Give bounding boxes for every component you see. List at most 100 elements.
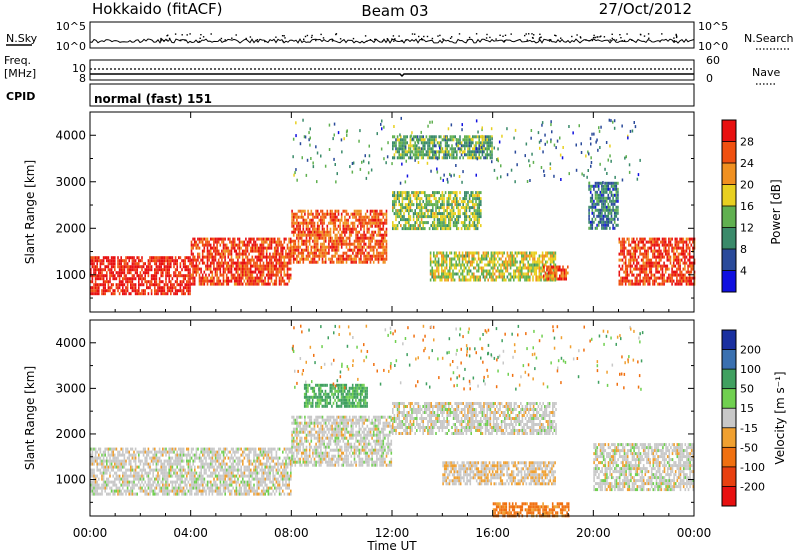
heatmap-cell xyxy=(559,153,562,157)
heatmap-cell xyxy=(554,251,557,255)
heatmap-cell xyxy=(96,474,98,478)
heatmap-cell xyxy=(96,274,98,278)
heatmap-cell xyxy=(102,280,105,284)
heatmap-cell xyxy=(680,237,683,241)
heatmap-cell xyxy=(380,233,383,237)
heatmap-cell xyxy=(300,248,303,252)
heatmap-cell xyxy=(347,224,349,228)
heatmap-cell xyxy=(181,268,183,272)
heatmap-cell xyxy=(471,260,473,264)
heatmap-cell xyxy=(599,208,602,212)
heatmap-cell xyxy=(261,249,263,253)
heatmap-cell xyxy=(120,283,122,287)
heatmap-cell xyxy=(684,267,686,271)
heatmap-cell xyxy=(96,259,98,263)
heatmap-cell xyxy=(473,209,476,213)
heatmap-cell xyxy=(300,239,303,243)
heatmap-cell xyxy=(438,197,440,201)
heatmap-cell xyxy=(419,138,421,142)
power-colorbar-label: Power [dB] xyxy=(769,179,783,244)
heatmap-cell xyxy=(292,254,295,258)
heatmap-cell xyxy=(688,252,691,256)
heatmap-cell xyxy=(436,227,439,231)
heatmap-cell xyxy=(141,283,143,287)
heatmap-cell xyxy=(208,252,210,256)
heatmap-cell xyxy=(551,251,553,255)
heatmap-cell xyxy=(341,150,343,154)
heatmap-cell xyxy=(216,270,218,274)
heatmap-cell xyxy=(445,275,448,279)
heatmap-cell xyxy=(588,217,590,221)
heatmap-cell xyxy=(195,273,198,277)
heatmap-cell xyxy=(93,265,95,269)
heatmap-cell xyxy=(195,246,198,250)
heatmap-cell xyxy=(272,264,274,268)
heatmap-cell xyxy=(376,221,378,225)
heatmap-cell xyxy=(203,249,206,253)
heatmap-cell xyxy=(94,259,97,263)
heatmap-cell xyxy=(594,184,597,188)
heatmap-cell xyxy=(623,261,625,265)
heatmap-cell xyxy=(125,289,127,293)
heatmap-cell xyxy=(480,146,483,149)
heatmap-cell xyxy=(165,265,167,269)
heatmap-cell xyxy=(166,265,169,269)
heatmap-cell xyxy=(182,289,185,293)
heatmap-cell xyxy=(329,227,332,231)
heatmap-cell xyxy=(211,282,214,286)
heatmap-cell xyxy=(488,135,490,139)
heatmap-cell xyxy=(253,249,255,253)
heatmap-cell xyxy=(438,221,440,225)
heatmap-cell xyxy=(529,257,531,261)
heatmap-cell xyxy=(424,206,426,210)
heatmap-cell xyxy=(173,283,175,287)
heatmap-cell xyxy=(447,269,449,273)
heatmap-cell xyxy=(326,209,329,213)
nsearch-point xyxy=(643,35,646,37)
heatmap-cell xyxy=(451,203,453,207)
heatmap-cell xyxy=(449,257,451,261)
heatmap-cell xyxy=(385,251,388,255)
heatmap-cell xyxy=(270,237,273,241)
nsearch-point xyxy=(398,35,400,37)
heatmap-cell xyxy=(505,269,507,273)
heatmap-cell xyxy=(326,251,329,255)
heatmap-cell xyxy=(559,265,561,269)
heatmap-cell xyxy=(519,251,521,255)
heatmap-cell xyxy=(516,163,518,167)
heatmap-cell xyxy=(563,271,566,275)
heatmap-cell xyxy=(154,262,156,266)
heatmap-cell xyxy=(324,245,327,249)
heatmap-cell xyxy=(668,258,670,262)
heatmap-cell xyxy=(642,270,645,274)
heatmap-cell xyxy=(435,197,437,201)
heatmap-cell xyxy=(155,259,158,263)
heatmap-cell xyxy=(431,120,433,124)
heatmap-cell xyxy=(396,147,399,151)
heatmap-cell xyxy=(267,276,270,280)
heatmap-cell xyxy=(516,269,518,273)
heatmap-cell xyxy=(484,257,486,261)
heatmap-cell xyxy=(392,209,394,213)
heatmap-cell xyxy=(123,262,126,266)
heatmap-cell xyxy=(224,261,226,265)
heatmap-cell xyxy=(382,254,385,258)
heatmap-cell xyxy=(679,240,681,244)
heatmap-cell xyxy=(517,266,520,270)
heatmap-cell xyxy=(186,283,188,287)
nsearch-point xyxy=(495,38,497,40)
heatmap-cell xyxy=(336,242,338,246)
heatmap-cell xyxy=(240,273,242,277)
heatmap-cell xyxy=(371,215,373,219)
heatmap-cell xyxy=(550,120,552,124)
heatmap-cell xyxy=(361,233,364,237)
heatmap-cell xyxy=(640,258,643,262)
heatmap-cell xyxy=(114,265,116,269)
heatmap-cell xyxy=(254,270,257,274)
heatmap-cell xyxy=(99,462,102,466)
heatmap-cell xyxy=(648,276,651,280)
heatmap-cell xyxy=(661,240,664,244)
heatmap-cell xyxy=(509,275,512,279)
heatmap-cell xyxy=(433,272,435,276)
heatmap-cell xyxy=(334,215,337,219)
